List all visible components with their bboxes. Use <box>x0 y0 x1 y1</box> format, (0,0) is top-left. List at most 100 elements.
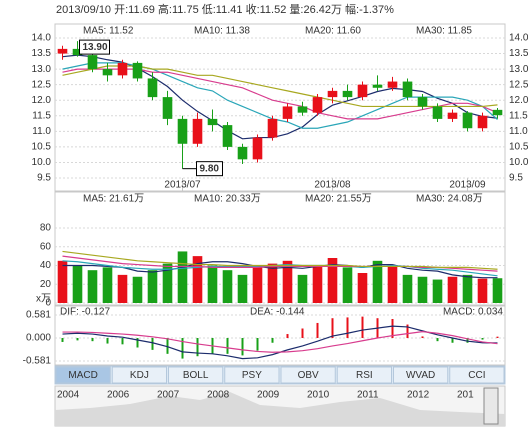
volume-bar <box>327 258 338 303</box>
y2-tick-label: 14.0 <box>509 33 529 44</box>
y-tick-label: 10.5 <box>32 142 52 153</box>
tab[interactable] <box>336 366 392 384</box>
ma-line <box>62 331 498 353</box>
volume-bar <box>162 263 173 303</box>
y2-tick-label: 13.5 <box>509 48 529 59</box>
timeline-area <box>55 392 505 426</box>
header-title: 2013/09/10 开:11.69 高:11.75 低:11.41 收:11.… <box>56 2 394 16</box>
y-tick-label: 13.0 <box>32 64 52 75</box>
scroll-handle[interactable] <box>483 387 499 425</box>
y2-tick-label: 10.0 <box>509 157 529 168</box>
x-tick-label: 2013/07 <box>164 180 201 191</box>
volume-bar <box>462 274 473 303</box>
candle-body <box>132 62 143 79</box>
volume-bar <box>222 270 233 303</box>
tab-label: PSY <box>242 370 262 381</box>
tab[interactable] <box>280 366 336 384</box>
volume-bar <box>342 267 353 303</box>
legend-entry: MA5: 21.61万 <box>83 194 144 205</box>
annotation: 13.90 <box>83 42 108 53</box>
candle-body <box>297 106 308 113</box>
y-tick-label: 10.0 <box>32 157 52 168</box>
ma-line <box>62 261 498 279</box>
y2-tick-label: 13.0 <box>509 64 529 75</box>
tab[interactable] <box>55 366 111 384</box>
volume-bar <box>72 265 83 303</box>
volume-bar <box>402 274 413 303</box>
tab[interactable] <box>111 366 167 384</box>
tab[interactable] <box>168 366 224 384</box>
volume-bar <box>372 260 383 303</box>
candle-body <box>237 146 248 160</box>
candle-body <box>327 90 338 98</box>
candle-body <box>102 69 113 76</box>
candle-body <box>192 118 203 144</box>
tab[interactable] <box>393 366 449 384</box>
volume-bar <box>57 260 68 303</box>
candle-body <box>267 118 278 138</box>
x-tick-label: 2013/09 <box>449 180 486 191</box>
volume-bar <box>297 274 308 303</box>
y-tick-label: 12.5 <box>32 79 52 90</box>
candle-body <box>207 118 218 126</box>
timeline-year: 2008 <box>207 390 230 401</box>
timeline-year: 201 <box>457 390 474 401</box>
y-tick-label: 0.000 <box>26 333 51 344</box>
ma-line <box>62 250 498 270</box>
y-tick-label: 9.5 <box>37 173 51 184</box>
legend-entry: MA20: 11.60 <box>305 26 361 37</box>
legend-entry: MA10: 11.38 <box>194 26 250 37</box>
candle-body <box>417 97 428 107</box>
candle-body <box>432 106 443 119</box>
legend-entry: MA10: 20.33万 <box>194 194 261 205</box>
volume-bar <box>282 260 293 303</box>
y-tick-label: 0.581 <box>26 310 51 321</box>
y-tick-label: -0.581 <box>23 356 52 367</box>
candle-body <box>72 48 83 56</box>
y2-tick-label: 11.5 <box>509 110 528 121</box>
candle-body <box>252 137 263 160</box>
volume-bar <box>147 270 158 303</box>
volume-bar <box>477 278 488 303</box>
volume-bar <box>417 276 428 303</box>
candle-body <box>357 84 368 98</box>
tab-label: KDJ <box>130 370 149 381</box>
legend-entry: DIF: -0.127 <box>60 307 110 318</box>
candle-body <box>477 115 488 129</box>
legend-entry: MA30: 24.08万 <box>416 194 483 205</box>
timeline-year: 2006 <box>107 390 130 401</box>
timeline-year: 2011 <box>357 390 379 401</box>
timeline-year: 2009 <box>257 390 280 401</box>
legend-entry: MACD: 0.034 <box>443 307 503 318</box>
volume-bar <box>267 263 278 303</box>
annotation: 9.80 <box>200 163 220 174</box>
y-tick-label: 80 <box>40 223 52 234</box>
y-tick-label: 12.0 <box>32 95 52 106</box>
tab-label: OBV <box>298 370 319 381</box>
volume-panel <box>54 191 506 306</box>
annotation-box <box>79 39 110 55</box>
candle-body <box>402 81 413 98</box>
volume-bar <box>492 278 503 303</box>
candle-body <box>162 97 173 119</box>
candle-body <box>342 90 353 98</box>
volume-bar <box>117 274 128 303</box>
tab[interactable] <box>224 366 280 384</box>
tab[interactable] <box>449 366 505 384</box>
volume-bar <box>252 267 263 303</box>
timeline-year: 2007 <box>157 390 180 401</box>
x-tick-label: 2013/08 <box>314 180 351 191</box>
y2-tick-label: 11.0 <box>509 126 528 137</box>
candle-body <box>147 78 158 98</box>
ma-line <box>62 255 498 272</box>
candle-body <box>372 84 383 88</box>
y-tick-label: 60 <box>40 241 52 252</box>
volume-bar <box>207 265 218 303</box>
candle-body <box>387 81 398 88</box>
unit-label: x万 <box>36 294 51 305</box>
volume-bar <box>192 256 203 303</box>
volume-bar <box>312 265 323 303</box>
volume-bar <box>102 267 113 303</box>
price-panel <box>54 23 506 192</box>
